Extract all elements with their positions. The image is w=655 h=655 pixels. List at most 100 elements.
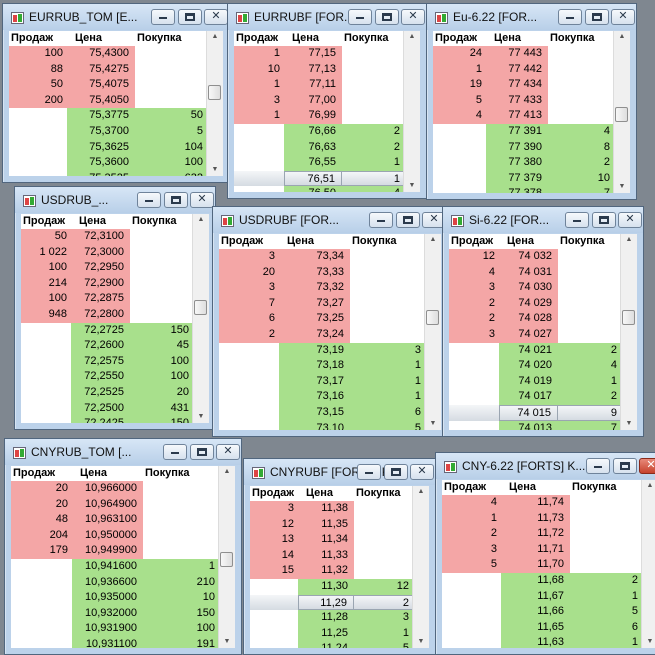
scroll-up-arrow-icon[interactable]: ▲ (197, 216, 205, 223)
table-row[interactable]: 11,25 1 (250, 625, 415, 642)
minimize-button[interactable] (151, 9, 175, 25)
table-row[interactable]: 73,15 6 (219, 404, 427, 421)
price-column-header[interactable]: Цена (292, 32, 320, 44)
table-row[interactable]: 24 77 443 (433, 46, 614, 62)
orderbook-window-cnyrub-tom[interactable]: CNYRUB_TOM [... Продаж Цена Покупка 2010,966… (4, 438, 242, 655)
table-row[interactable]: 214 72,2900 (21, 275, 193, 292)
table-row[interactable]: 3 74 027 (449, 326, 621, 343)
scrollbar-thumb[interactable] (622, 310, 635, 325)
table-row[interactable]: 76,51 1 (234, 170, 406, 187)
sell-column-header[interactable]: Продаж (11, 32, 54, 44)
sell-column-header[interactable]: Продаж (236, 32, 279, 44)
title-bar[interactable]: EURRUB_TOM [E... (3, 4, 229, 30)
table-row[interactable]: 1 11,73 (442, 510, 642, 527)
table-row[interactable]: 3 11,38 (250, 501, 413, 517)
table-row[interactable]: 1 77,15 (234, 46, 404, 62)
table-row[interactable]: 4 11,74 (442, 495, 642, 511)
vertical-scrollbar[interactable]: ▲ ▼ (192, 214, 209, 423)
vertical-scrollbar[interactable]: ▲ ▼ (641, 480, 655, 648)
close-button[interactable] (190, 192, 214, 208)
table-row[interactable]: 50 75,4075 (9, 77, 207, 93)
minimize-button[interactable] (137, 192, 161, 208)
maximize-button[interactable] (190, 444, 214, 460)
table-row[interactable]: 3 73,32 (219, 280, 425, 296)
table-row[interactable]: 11,30 12 (250, 578, 415, 595)
scroll-up-arrow-icon[interactable]: ▲ (408, 33, 416, 40)
buy-column-header[interactable]: Покупка (550, 32, 595, 44)
table-row[interactable]: 77 379 10 (433, 170, 616, 187)
table-row[interactable]: 1 77,11 (234, 77, 404, 93)
close-button[interactable] (216, 444, 240, 460)
table-row[interactable]: 19 77 434 (433, 77, 614, 93)
scroll-down-arrow-icon[interactable]: ▼ (618, 183, 626, 190)
maximize-button[interactable] (585, 9, 609, 25)
table-row[interactable]: 3 73,34 (219, 249, 425, 265)
table-row[interactable]: 100 75,4300 (9, 46, 207, 62)
table-row[interactable]: 1 022 72,3000 (21, 244, 193, 261)
vertical-scrollbar[interactable]: ▲ ▼ (424, 234, 441, 430)
scroll-up-arrow-icon[interactable]: ▲ (618, 33, 626, 40)
table-row[interactable]: 76,63 2 (234, 139, 406, 156)
table-row[interactable]: 10,936600 210 (11, 574, 221, 591)
table-row[interactable]: 77 3787 (433, 186, 616, 193)
table-row[interactable]: 15 11,32 (250, 563, 413, 579)
vertical-scrollbar[interactable]: ▲ ▼ (206, 31, 223, 176)
title-bar[interactable]: CNY-6.22 [FORTS] K... (436, 453, 655, 479)
close-button[interactable] (611, 9, 635, 25)
scroll-up-arrow-icon[interactable]: ▲ (417, 488, 425, 495)
table-row[interactable]: 74 013 7 (449, 420, 623, 430)
table-row[interactable]: 100 72,2875 (21, 291, 193, 307)
table-row[interactable]: 72,2575 100 (21, 353, 195, 370)
scrollbar-thumb[interactable] (426, 310, 439, 325)
table-row[interactable]: 11,65 6 (442, 619, 644, 636)
buy-column-header[interactable]: Покупка (356, 487, 401, 499)
table-row[interactable]: 200 75,4050 (9, 92, 207, 109)
table-row[interactable]: 72,2550 100 (21, 369, 195, 385)
price-column-header[interactable]: Цена (75, 32, 103, 44)
maximize-button[interactable] (164, 192, 188, 208)
vertical-scrollbar[interactable]: ▲ ▼ (403, 31, 420, 192)
maximize-button[interactable] (384, 464, 408, 480)
maximize-button[interactable] (592, 212, 616, 228)
close-button[interactable] (410, 464, 434, 480)
table-row[interactable]: 10,932000 150 (11, 605, 221, 622)
buy-column-header[interactable]: Покупка (137, 32, 182, 44)
table-row[interactable]: 20 10,964900 (11, 496, 219, 513)
table-row[interactable]: 1 77 442 (433, 61, 614, 78)
price-column-header[interactable]: Цена (306, 487, 334, 499)
scroll-up-arrow-icon[interactable]: ▲ (646, 482, 654, 489)
table-row[interactable]: 11,29 2 (250, 594, 415, 611)
price-column-header[interactable]: Цена (494, 32, 522, 44)
close-button[interactable] (401, 9, 425, 25)
table-row[interactable]: 14 11,33 (250, 547, 413, 564)
table-row[interactable]: 100 72,2950 (21, 260, 193, 276)
orderbook-window-eurrubf[interactable]: EURRUBF [FOR...ПродажЦенаПокупка177,1510… (227, 3, 427, 199)
sell-column-header[interactable]: Продаж (451, 235, 494, 247)
table-row[interactable]: 74 020 4 (449, 358, 623, 374)
table-row[interactable]: 72,2725 150 (21, 322, 195, 339)
maximize-button[interactable] (375, 9, 399, 25)
close-button[interactable] (204, 9, 228, 25)
table-row[interactable]: 11,68 2 (442, 572, 644, 589)
close-button[interactable] (422, 212, 446, 228)
scrollbar-thumb[interactable] (220, 552, 233, 567)
orderbook-window-eurrub-tom[interactable]: EURRUB_TOM [E... Продаж Цена Покупка 10075,4… (2, 3, 230, 183)
maximize-button[interactable] (396, 212, 420, 228)
table-row[interactable]: 11,245 (250, 641, 415, 648)
scroll-down-arrow-icon[interactable]: ▼ (223, 638, 231, 645)
table-row[interactable]: 76,504 (234, 186, 406, 192)
orderbook-window-cnyrubf[interactable]: CNYRUBF [FORTS] K...ПродажЦенаПокупка311… (243, 458, 436, 655)
table-row[interactable]: 73,10 5 (219, 420, 427, 430)
table-row[interactable]: 10 77,13 (234, 61, 404, 78)
scrollbar-thumb[interactable] (615, 107, 628, 122)
table-row[interactable]: 75,3775 50 (9, 108, 209, 124)
table-row[interactable]: 13 11,34 (250, 532, 413, 548)
table-row[interactable]: 12 74 032 (449, 249, 621, 265)
table-row[interactable]: 77 391 4 (433, 123, 616, 140)
scroll-down-arrow-icon[interactable]: ▼ (646, 638, 654, 645)
table-row[interactable]: 88 75,4275 (9, 61, 207, 78)
close-button[interactable] (618, 212, 642, 228)
maximize-button[interactable] (178, 9, 202, 25)
buy-column-header[interactable]: Покупка (145, 467, 190, 479)
